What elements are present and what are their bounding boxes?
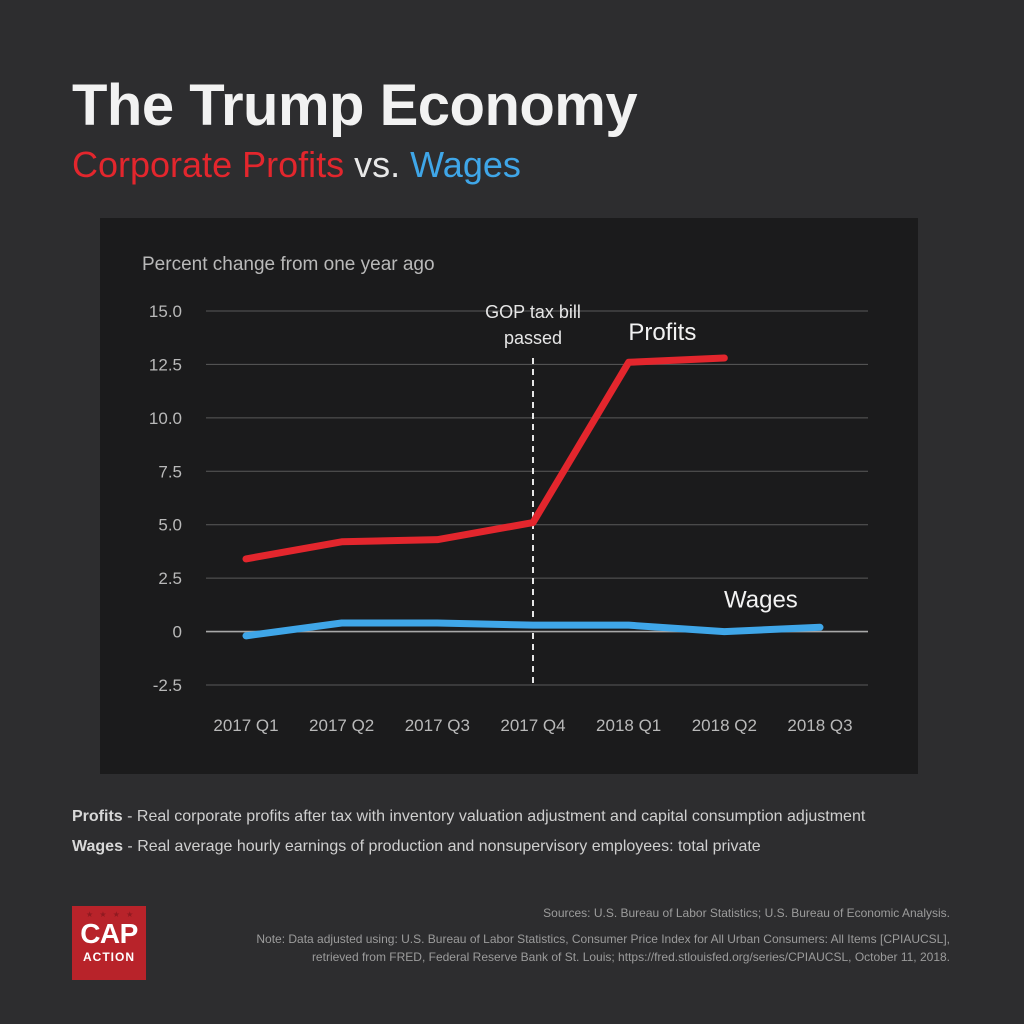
- page-title: The Trump Economy: [72, 73, 638, 138]
- series-line-profits: [242, 354, 728, 563]
- cap-action-logo: ★ ★ ★ ★ CAP ACTION: [72, 906, 146, 980]
- series-line-wages: [242, 619, 824, 640]
- note-line-2: retrieved from FRED, Federal Reserve Ban…: [311, 950, 950, 964]
- annotation-label-line-1: GOP tax bill: [485, 302, 581, 322]
- y-axis-label: Percent change from one year ago: [142, 254, 435, 275]
- line-chart: Percent change from one year ago 15.0 12.…: [142, 254, 868, 735]
- y-tick-label: 10.0: [149, 409, 182, 428]
- y-tick-label: -2.5: [153, 676, 182, 695]
- x-tick-label: 2018 Q2: [692, 716, 757, 735]
- profits-text: - Real corporate profits after tax with …: [122, 808, 866, 825]
- y-tick-label: 2.5: [158, 569, 182, 588]
- y-tick-label: 0: [173, 623, 182, 642]
- annotation-label-line-2: passed: [504, 328, 562, 348]
- x-tick-label: 2017 Q2: [309, 716, 374, 735]
- subtitle-wages: Wages: [410, 144, 521, 185]
- y-tick-label: 5.0: [158, 516, 182, 535]
- subtitle-profits: Corporate Profits: [72, 144, 345, 185]
- y-tick-label: 15.0: [149, 302, 182, 321]
- profits-definition: Profits - Real corporate profits after t…: [72, 808, 865, 826]
- series-label-profits: Profits: [628, 319, 696, 346]
- logo-star-marks: ★ ★ ★ ★: [86, 910, 136, 919]
- logo-cap-text: CAP: [80, 918, 138, 949]
- x-tick-label: 2017 Q4: [500, 716, 565, 735]
- note-line-1: Note: Data adjusted using: U.S. Bureau o…: [256, 932, 950, 946]
- chart-panel: Percent change from one year ago 15.0 12.…: [100, 218, 918, 774]
- logo-action-text: ACTION: [83, 950, 135, 964]
- page-subtitle: Corporate Profits vs. Wages: [72, 144, 521, 186]
- y-tick-label: 7.5: [158, 462, 182, 481]
- series-label-wages: Wages: [724, 586, 798, 613]
- x-tick-label: 2018 Q1: [596, 716, 661, 735]
- wages-term: Wages: [72, 838, 123, 855]
- y-tick-label: 12.5: [149, 355, 182, 374]
- notes-block: Note: Data adjusted using: U.S. Bureau o…: [256, 930, 950, 966]
- profits-term: Profits: [72, 808, 123, 825]
- wages-text: - Real average hourly earnings of produc…: [122, 838, 761, 855]
- x-tick-label: 2017 Q3: [405, 716, 470, 735]
- subtitle-vs: vs.: [354, 144, 401, 185]
- wages-definition: Wages - Real average hourly earnings of …: [72, 838, 761, 856]
- x-tick-label: 2018 Q3: [787, 716, 852, 735]
- sources-line: Sources: U.S. Bureau of Labor Statistics…: [543, 906, 950, 920]
- x-tick-label: 2017 Q1: [213, 716, 278, 735]
